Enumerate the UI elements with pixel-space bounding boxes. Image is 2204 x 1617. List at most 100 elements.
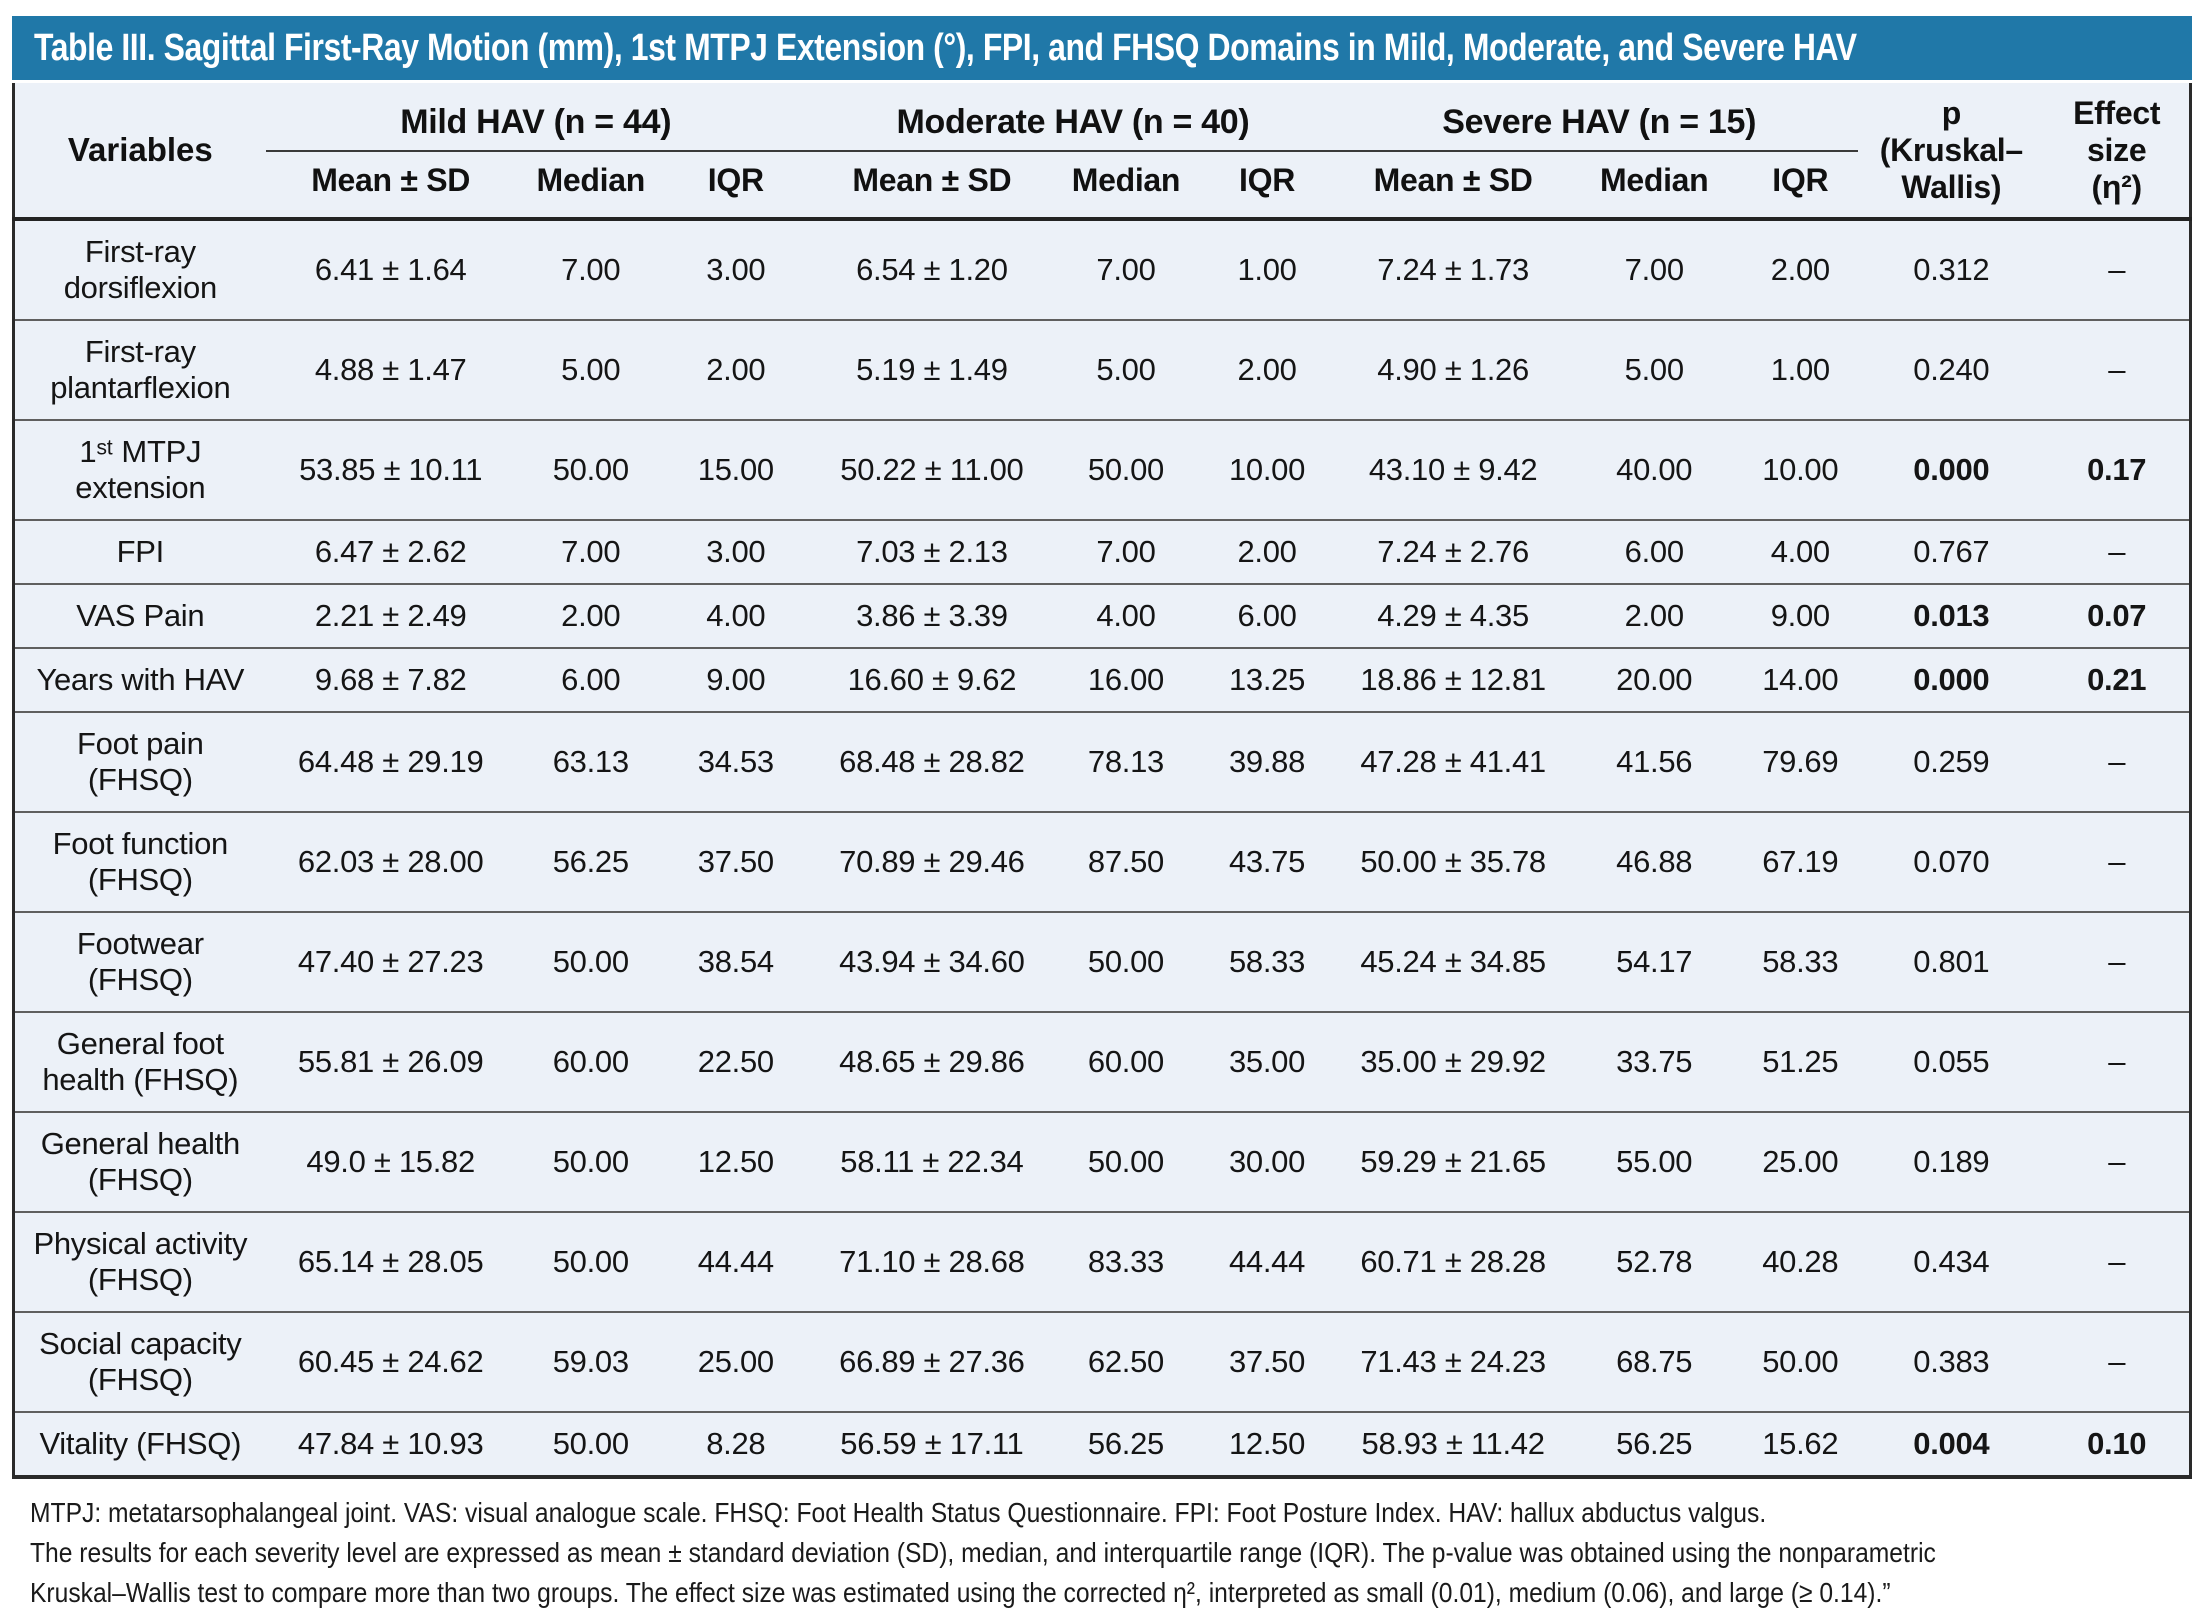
table-row: First-ray plantarflexion 4.88 ± 1.47 5.00 2… — [13, 319, 2191, 420]
cell-mild-iqr: 12.50 — [665, 1111, 806, 1212]
cell-p-value: 0.004 — [1858, 1411, 2045, 1477]
cell-severe-median: 68.75 — [1566, 1311, 1743, 1412]
cell-moderate-mean-sd: 70.89 ± 29.46 — [805, 811, 1058, 912]
variable-label: Years with HAV — [13, 647, 266, 712]
cell-moderate-mean-sd: 71.10 ± 28.68 — [805, 1211, 1058, 1312]
cell-moderate-mean-sd: 5.19 ± 1.49 — [805, 319, 1058, 420]
table-title: Table III. Sagittal First-Ray Motion (mm… — [34, 26, 1857, 69]
cell-p-value: 0.000 — [1858, 419, 2045, 520]
cell-moderate-mean-sd: 3.86 ± 3.39 — [805, 583, 1058, 648]
cell-mild-mean-sd: 49.0 ± 15.82 — [265, 1111, 516, 1212]
cell-mild-median: 63.13 — [515, 711, 666, 812]
cell-effect-size: – — [2044, 1011, 2191, 1112]
cell-severe-mean-sd: 71.43 ± 24.23 — [1340, 1311, 1567, 1412]
cell-mild-iqr: 3.00 — [665, 519, 806, 584]
cell-effect-size: – — [2044, 1311, 2191, 1412]
cell-severe-mean-sd: 4.90 ± 1.26 — [1340, 319, 1567, 420]
cell-mild-iqr: 38.54 — [665, 911, 806, 1012]
cell-severe-iqr: 10.00 — [1742, 419, 1859, 520]
cell-effect-size: 0.07 — [2044, 583, 2191, 648]
subcol-header-mild-median: Median — [515, 151, 666, 221]
cell-moderate-iqr: 43.75 — [1193, 811, 1341, 912]
cell-effect-size: 0.21 — [2044, 647, 2191, 712]
cell-moderate-iqr: 12.50 — [1193, 1411, 1341, 1477]
cell-mild-iqr: 34.53 — [665, 711, 806, 812]
cell-effect-size: – — [2044, 811, 2191, 912]
cell-p-value: 0.801 — [1858, 911, 2045, 1012]
cell-effect-size: – — [2044, 1211, 2191, 1312]
cell-severe-mean-sd: 7.24 ± 1.73 — [1377, 252, 1529, 287]
table-row: General health (FHSQ) 49.0 ± 15.82 50.00 12… — [13, 1111, 2191, 1212]
table-row: Social capacity (FHSQ) 60.45 ± 24.62 59.03… — [13, 1311, 2191, 1412]
subcol-header-severe-median: Median — [1566, 151, 1743, 221]
table-row: First-ray dorsiflexion 6.41 ± 1.64 7.00 3.0… — [14, 219, 2191, 320]
cell-severe-mean-sd: 47.28 ± 41.41 — [1340, 711, 1567, 812]
cell-mild-mean-sd: 6.41 ± 1.64 — [314, 252, 467, 287]
cell-moderate-mean-sd: 56.59 ± 17.11 — [805, 1411, 1058, 1477]
cell-moderate-iqr: 35.00 — [1193, 1011, 1341, 1112]
cell-mild-median: 5.00 — [515, 319, 666, 420]
table-row: General foot health (FHSQ) 55.81 ± 26.09 6… — [13, 1011, 2191, 1112]
cell-mild-iqr: 25.00 — [665, 1311, 806, 1412]
cell-mild-iqr: 15.00 — [665, 419, 806, 520]
cell-mild-median: 56.25 — [515, 811, 666, 912]
cell-p-value: 0.013 — [1858, 583, 2045, 648]
cell-severe-mean-sd: 4.29 ± 4.35 — [1340, 583, 1567, 648]
cell-mild-mean-sd: 47.84 ± 10.93 — [265, 1411, 516, 1477]
results-table: Variables Mild HAV (n = 44) Moderate HAV… — [12, 83, 2192, 1479]
table-title-bar: Table III. Sagittal First-Ray Motion (mm… — [12, 16, 2192, 80]
cell-severe-iqr: 15.62 — [1742, 1411, 1859, 1477]
cell-severe-iqr: 14.00 — [1742, 647, 1859, 712]
variable-label: VAS Pain — [13, 583, 266, 648]
cell-moderate-mean-sd: 16.60 ± 9.62 — [805, 647, 1058, 712]
cell-severe-mean-sd: 60.71 ± 28.28 — [1340, 1211, 1567, 1312]
cell-moderate-median: 16.00 — [1057, 647, 1194, 712]
cell-moderate-median: 50.00 — [1057, 1111, 1194, 1212]
cell-mild-median: 50.00 — [515, 419, 666, 520]
table-body: First-ray dorsiflexion 6.41 ± 1.64 7.00 3.0… — [13, 219, 2191, 1477]
subcol-header-moderate-mean-sd: Mean ± SD — [805, 151, 1058, 221]
cell-moderate-iqr: 13.25 — [1193, 647, 1341, 712]
cell-severe-mean-sd: 59.29 ± 21.65 — [1340, 1111, 1567, 1212]
cell-effect-size: – — [2044, 1111, 2191, 1212]
cell-moderate-median: 62.50 — [1057, 1311, 1194, 1412]
cell-severe-iqr: 79.69 — [1742, 711, 1859, 812]
cell-moderate-mean-sd: 50.22 ± 11.00 — [805, 419, 1058, 520]
cell-mild-iqr: 4.00 — [665, 583, 806, 648]
variable-label: FPI — [13, 519, 266, 584]
cell-mild-median: 59.03 — [515, 1311, 666, 1412]
table-row: Foot function (FHSQ) 62.03 ± 28.00 56.25 37… — [13, 811, 2191, 912]
cell-mild-median: 6.00 — [515, 647, 666, 712]
cell-moderate-mean-sd: 7.03 ± 2.13 — [805, 519, 1058, 584]
cell-moderate-mean-sd: 48.65 ± 29.86 — [805, 1011, 1058, 1112]
cell-p-value: 0.000 — [1858, 647, 2045, 712]
cell-mild-median: 50.00 — [515, 1111, 666, 1212]
cell-moderate-median: 7.00 — [1096, 252, 1156, 287]
group-header-row: Variables Mild HAV (n = 44) Moderate HAV… — [13, 83, 2191, 221]
cell-severe-median: 40.00 — [1566, 419, 1743, 520]
cell-severe-iqr: 1.00 — [1742, 319, 1859, 420]
cell-effect-size: – — [2044, 911, 2191, 1012]
cell-mild-mean-sd: 65.14 ± 28.05 — [265, 1211, 516, 1312]
cell-mild-mean-sd: 2.21 ± 2.49 — [265, 583, 516, 648]
cell-severe-median: 20.00 — [1566, 647, 1743, 712]
cell-effect-size: – — [2044, 319, 2191, 420]
table-row: VAS Pain 2.21 ± 2.49 2.00 4.00 3.86 ± 3.39 4.… — [13, 583, 2191, 648]
cell-severe-median: 54.17 — [1566, 911, 1743, 1012]
cell-moderate-median: 78.13 — [1057, 711, 1194, 812]
cell-severe-median: 6.00 — [1566, 519, 1743, 584]
cell-severe-mean-sd: 58.93 ± 11.42 — [1340, 1411, 1567, 1477]
footnote-methods-line1: The results for each severity level are … — [30, 1537, 1936, 1568]
cell-moderate-median: 7.00 — [1057, 519, 1194, 584]
cell-moderate-iqr: 1.00 — [1237, 252, 1297, 287]
cell-severe-mean-sd: 50.00 ± 35.78 — [1340, 811, 1567, 912]
cell-moderate-median: 5.00 — [1057, 319, 1194, 420]
cell-moderate-iqr: 58.33 — [1193, 911, 1341, 1012]
cell-severe-iqr: 9.00 — [1742, 583, 1859, 648]
cell-effect-size: – — [2044, 519, 2191, 584]
cell-mild-iqr: 44.44 — [665, 1211, 806, 1312]
footnote-abbreviations: MTPJ: metatarsophalangeal joint. VAS: vi… — [30, 1497, 1767, 1528]
cell-mild-mean-sd: 4.88 ± 1.47 — [265, 319, 516, 420]
cell-mild-iqr: 9.00 — [665, 647, 806, 712]
cell-moderate-iqr: 39.88 — [1193, 711, 1341, 812]
